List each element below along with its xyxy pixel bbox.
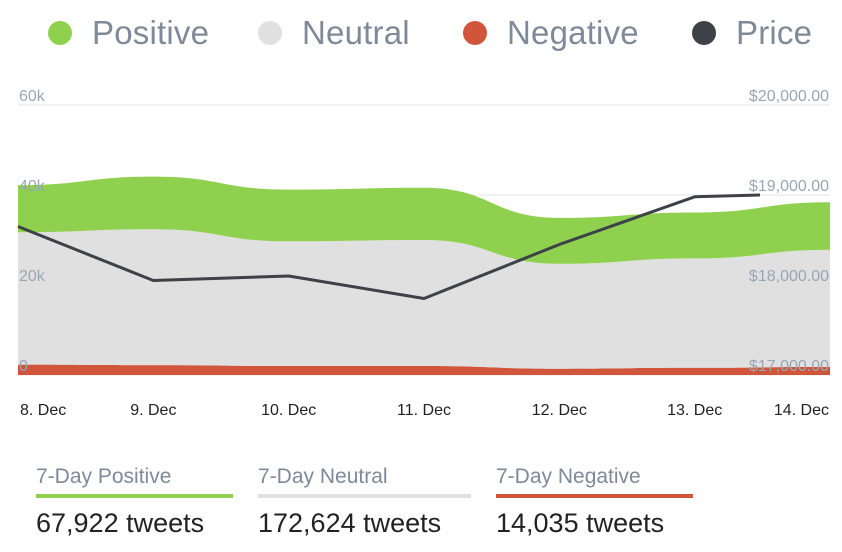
stat-color-bar [36,494,233,498]
left-axis-tick-label: 40k [19,178,46,195]
legend-item-positive[interactable]: Positive [48,8,209,58]
legend-dot-icon [463,21,487,45]
x-axis-tick-label: 14. Dec [774,402,829,419]
right-axis-tick-label: $18,000.00 [749,268,829,285]
legend-item-price[interactable]: Price [692,8,812,58]
legend-label: Neutral [302,14,410,51]
legend-dot-icon [258,21,282,45]
x-axis-tick-label: 10. Dec [261,402,316,419]
left-axis-tick-label: 60k [19,88,46,105]
left-axis-tick-label: 20k [19,268,46,285]
right-axis-tick-label: $17,000.00 [749,358,829,375]
left-axis-ticks: 0 20k 40k 60k [19,88,46,375]
stat-color-bar [496,494,693,498]
stat-value: 172,624 tweets [258,508,442,538]
stat-label: 7-Day Negative [496,465,641,488]
x-axis-tick-label: 11. Dec [397,402,451,419]
left-axis-tick-label: 0 [19,358,28,375]
sentiment-price-chart: 0 20k 40k 60k $17,000.00 $18,000.00 $19,000.0… [17,88,830,419]
legend-dot-icon [692,21,716,45]
x-axis-tick-label: 13. Dec [667,402,722,419]
stat-neutral: 7-Day Neutral 172,624 tweets [258,462,471,539]
stat-negative: 7-Day Negative 14,035 tweets [496,462,693,539]
legend-item-negative[interactable]: Negative [463,8,639,58]
legend-dot-icon [48,21,72,45]
legend-label: Price [736,14,813,51]
legend-item-neutral[interactable]: Neutral [258,8,410,58]
legend-label: Positive [92,14,210,51]
chart-legend: Positive Neutral Negative Price [40,8,830,58]
area-negative [18,364,830,375]
stat-label: 7-Day Neutral [258,465,388,488]
x-axis-tick-label: 8. Dec [20,402,66,419]
price-series [17,193,761,300]
stat-value: 14,035 tweets [496,508,665,538]
right-axis-ticks: $17,000.00 $18,000.00 $19,000.00 $20,000.00 [749,88,829,375]
area-positive [18,176,830,264]
stat-value: 67,922 tweets [36,508,205,538]
right-axis-tick-label: $19,000.00 [749,178,829,195]
stat-label: 7-Day Positive [36,465,172,488]
right-axis-tick-label: $20,000.00 [749,88,829,105]
stat-color-bar [258,494,471,498]
legend-label: Negative [507,14,639,51]
stat-positive: 7-Day Positive 67,922 tweets [36,462,233,539]
x-axis-tick-label: 12. Dec [532,402,587,419]
x-axis-tick-label: 9. Dec [130,402,176,419]
x-axis-ticks: 8. Dec 9. Dec 10. Dec 11. Dec 12. Dec 13. Dec… [20,402,829,419]
